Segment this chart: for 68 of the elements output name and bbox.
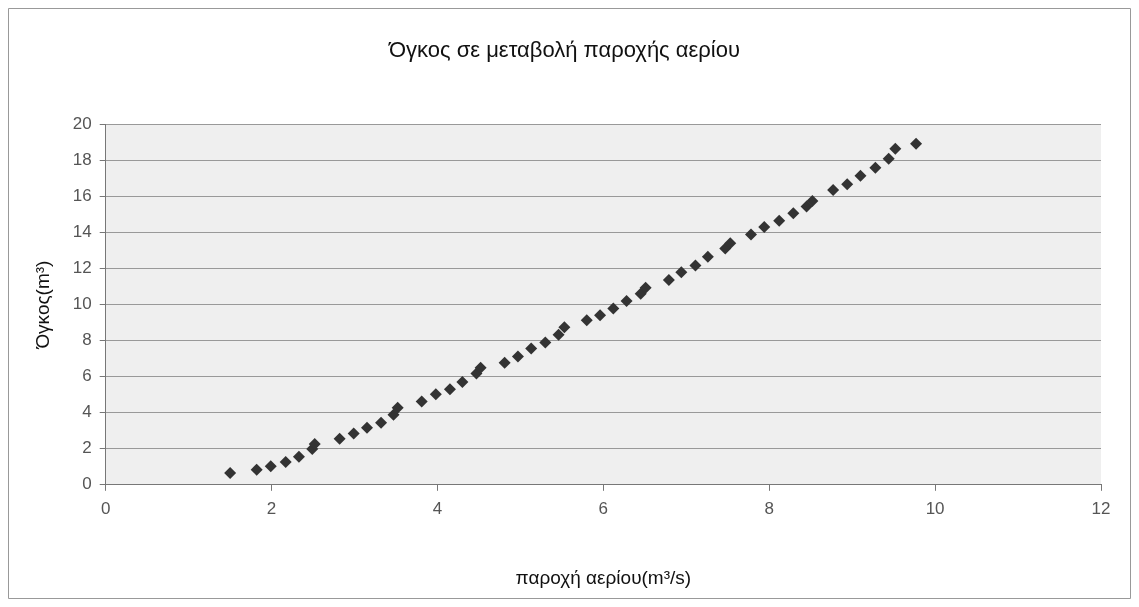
y-tick-label: 10 [72, 294, 92, 314]
point [827, 183, 840, 196]
point [662, 274, 675, 287]
point [639, 281, 652, 294]
x-tick-label: 10 [925, 498, 945, 518]
point [607, 302, 620, 315]
x-tick-label: 0 [100, 498, 111, 518]
point [415, 395, 428, 408]
point [744, 228, 757, 241]
point [375, 416, 388, 429]
point [841, 178, 854, 191]
point [910, 137, 923, 150]
x-tick-label: 12 [1091, 498, 1111, 518]
point [758, 221, 771, 234]
point [719, 242, 732, 255]
point [279, 456, 292, 469]
point [882, 152, 895, 165]
y-tick-label: 14 [72, 222, 92, 242]
point [443, 383, 456, 396]
point [634, 287, 647, 300]
y-tick-label: 4 [82, 402, 92, 422]
x-tick-label: 6 [598, 498, 609, 518]
y-tick-label: 2 [82, 438, 92, 458]
x-tick-label: 8 [764, 498, 774, 518]
point [773, 214, 786, 227]
point [429, 388, 442, 401]
point [800, 200, 813, 213]
point [360, 421, 373, 434]
point [580, 314, 593, 327]
point [498, 356, 511, 369]
point [525, 342, 538, 355]
y-tick-label: 18 [72, 150, 92, 170]
point [224, 467, 237, 480]
point [620, 295, 633, 307]
point [787, 207, 800, 220]
point [474, 361, 487, 374]
y-tick-label: 12 [72, 258, 92, 278]
y-tick-label: 0 [82, 474, 92, 494]
y-tick-label: 6 [82, 366, 92, 386]
point [594, 309, 607, 322]
point [250, 463, 263, 476]
point [869, 161, 882, 174]
point [264, 460, 277, 473]
point [701, 250, 714, 263]
point [675, 266, 688, 279]
point [552, 328, 565, 341]
y-axis-title: Όγκος(m³) [31, 260, 53, 350]
point [347, 427, 360, 440]
point [539, 336, 552, 349]
point [292, 450, 305, 463]
point [456, 376, 469, 389]
chart-title: Όγκος σε μεταβολή παροχής αερίου [387, 37, 741, 63]
point [724, 237, 737, 250]
point [391, 401, 404, 414]
y-tick-label: 16 [72, 186, 92, 206]
point [333, 432, 346, 445]
x-axis-title: παροχή αερίου(m³/s) [515, 566, 692, 588]
point [558, 321, 571, 334]
y-tick-label: 8 [82, 330, 92, 350]
y-tick-label: 20 [72, 114, 92, 134]
point [889, 142, 902, 155]
point [854, 169, 867, 182]
point [511, 350, 524, 363]
x-tick-label: 2 [266, 498, 277, 518]
point [689, 259, 702, 272]
point [806, 194, 819, 207]
x-tick-label: 4 [432, 498, 443, 518]
point [387, 408, 400, 421]
